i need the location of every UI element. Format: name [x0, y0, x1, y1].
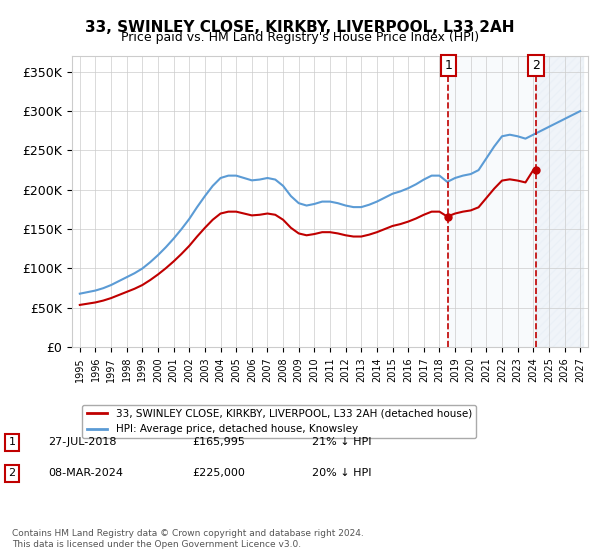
Legend: 33, SWINLEY CLOSE, KIRKBY, LIVERPOOL, L33 2AH (detached house), HPI: Average pri: 33, SWINLEY CLOSE, KIRKBY, LIVERPOOL, L3…	[82, 405, 476, 438]
Bar	[536, 56, 583, 347]
Bar	[448, 56, 536, 347]
Text: 33, SWINLEY CLOSE, KIRKBY, LIVERPOOL, L33 2AH: 33, SWINLEY CLOSE, KIRKBY, LIVERPOOL, L3…	[85, 20, 515, 35]
Text: 08-MAR-2024: 08-MAR-2024	[48, 468, 123, 478]
Text: 1: 1	[8, 437, 16, 447]
Text: 20% ↓ HPI: 20% ↓ HPI	[312, 468, 371, 478]
Bar	[536, 56, 583, 347]
Text: Price paid vs. HM Land Registry's House Price Index (HPI): Price paid vs. HM Land Registry's House …	[121, 31, 479, 44]
Text: 2: 2	[532, 59, 540, 72]
Text: Contains HM Land Registry data © Crown copyright and database right 2024.
This d: Contains HM Land Registry data © Crown c…	[12, 529, 364, 549]
Text: 1: 1	[445, 59, 452, 72]
Text: 21% ↓ HPI: 21% ↓ HPI	[312, 437, 371, 447]
Text: 2: 2	[8, 468, 16, 478]
Text: £225,000: £225,000	[192, 468, 245, 478]
Text: £165,995: £165,995	[192, 437, 245, 447]
Text: 27-JUL-2018: 27-JUL-2018	[48, 437, 116, 447]
